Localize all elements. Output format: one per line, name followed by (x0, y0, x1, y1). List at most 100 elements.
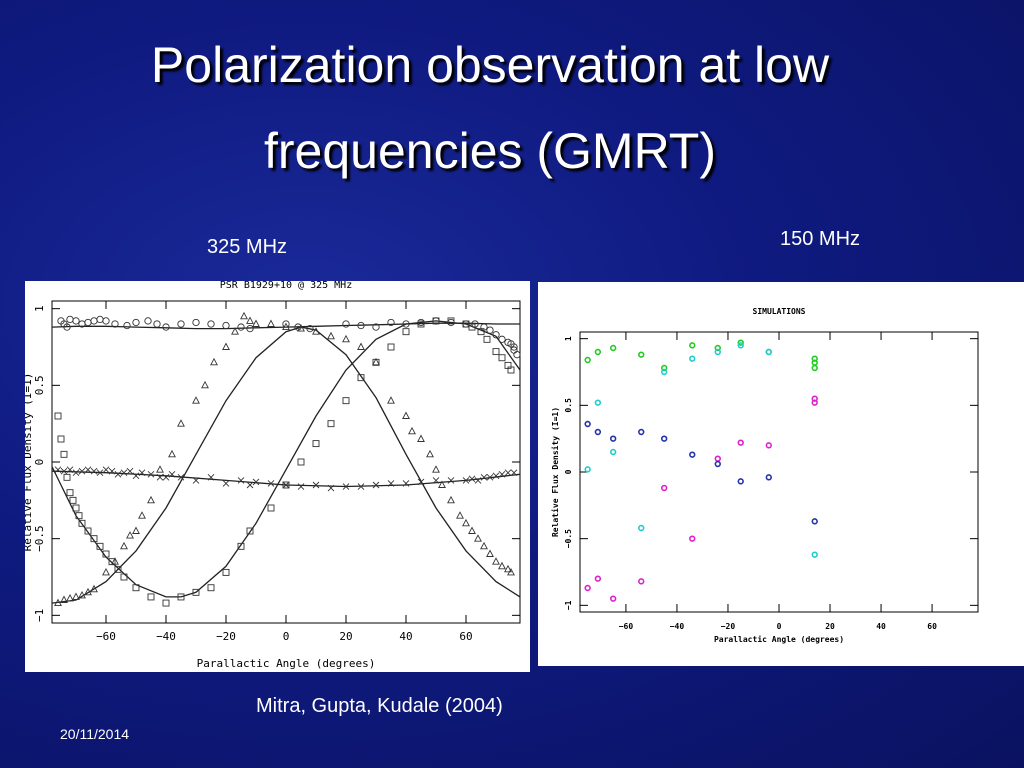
data-point (492, 557, 500, 565)
data-point (486, 326, 494, 334)
x-tick-label: 40 (399, 630, 412, 643)
data-point (132, 526, 140, 534)
data-point (168, 449, 176, 458)
y-axis-label: Relative Flux Density (I=1) (550, 407, 560, 537)
x-tick-label: 60 (459, 630, 472, 643)
data-point (252, 478, 260, 486)
data-point (138, 469, 146, 477)
data-point (177, 419, 185, 427)
data-point (402, 320, 410, 328)
data-point (177, 320, 185, 328)
data-point (486, 474, 494, 481)
data-point (84, 318, 92, 327)
plot-panel-325mhz: PSR B1929+10 @ 325 MHz −60 −40 −20 0 20 40 60 −1… (25, 281, 530, 672)
data-point (168, 470, 176, 478)
data-point (60, 467, 68, 475)
data-point (126, 531, 134, 539)
data-point (510, 343, 518, 351)
data-point (192, 588, 200, 596)
data-point (765, 348, 772, 356)
data-point (75, 512, 83, 520)
data-point (147, 495, 155, 504)
data-point (498, 561, 506, 570)
data-point (282, 481, 290, 489)
x-tick-label: −20 (721, 622, 736, 631)
data-point (267, 480, 275, 487)
data-point (162, 323, 170, 331)
data-point (737, 478, 744, 485)
data-point (372, 481, 380, 489)
y-tick-label: 0.5 (33, 375, 46, 395)
data-point (737, 339, 744, 346)
data-point (60, 450, 68, 458)
data-point (357, 374, 365, 382)
data-point (660, 435, 668, 442)
data-point (84, 527, 92, 535)
data-point (132, 584, 140, 592)
data-point (638, 578, 645, 585)
data-point (594, 575, 602, 582)
data-point (447, 495, 455, 504)
data-point (222, 321, 230, 330)
data-point (54, 466, 62, 473)
data-point (486, 549, 494, 557)
data-point (584, 356, 591, 364)
data-point (312, 440, 320, 448)
data-point (492, 348, 500, 356)
data-point (447, 477, 455, 484)
data-point (84, 466, 92, 473)
data-point (342, 397, 350, 405)
data-point (372, 323, 380, 331)
x-axis-label: Parallactic Angle (degrees) (197, 657, 376, 670)
x-tick-label: −60 (96, 630, 116, 643)
data-point (504, 564, 512, 573)
data-point (132, 472, 140, 480)
data-point (111, 320, 119, 328)
data-point (387, 343, 395, 351)
data-point (246, 481, 254, 489)
data-point (480, 541, 488, 550)
x-tick-label: 60 (927, 622, 937, 631)
data-point (483, 335, 491, 343)
data-point (90, 467, 98, 475)
fit-curve (51, 326, 521, 604)
data-point (811, 399, 818, 406)
data-point (609, 435, 617, 442)
data-point (153, 320, 161, 328)
data-point (237, 477, 245, 484)
data-point (123, 321, 131, 330)
data-point (584, 466, 591, 473)
plot-panel-simulations: SIMULATIONS −60 −40 −20 0 20 40 60 −1 −0.5 0 0.5 1 Pa… (538, 282, 1024, 666)
data-point (162, 474, 170, 481)
data-point (297, 324, 305, 332)
data-point (120, 573, 128, 581)
data-point (90, 584, 98, 593)
y-tick-label: −0.5 (33, 525, 46, 552)
x-tick-label: 0 (283, 630, 290, 643)
data-point (102, 466, 110, 473)
data-point (372, 357, 380, 366)
data-point (660, 368, 668, 376)
data-point (72, 504, 80, 512)
x-axis-label: Parallactic Angle (degrees) (714, 634, 844, 644)
data-point (306, 324, 314, 333)
label-325mhz: 325 MHz (207, 236, 288, 258)
y-tick-label: −0.5 (564, 529, 573, 548)
data-point (811, 551, 818, 558)
x-tick-label: −20 (216, 630, 236, 643)
data-point (462, 477, 470, 484)
data-point (102, 317, 110, 325)
data-point (66, 489, 74, 497)
y-tick-label: 0.5 (564, 398, 573, 413)
x-tick-label: 20 (825, 622, 835, 631)
plot-frame (51, 300, 521, 624)
data-point (57, 435, 65, 443)
data-point (689, 342, 696, 349)
data-point (66, 315, 74, 324)
data-point (96, 315, 104, 324)
chart-title: SIMULATIONS (753, 307, 806, 316)
data-point (492, 472, 500, 480)
data-point (267, 319, 275, 327)
data-point (426, 449, 434, 458)
data-point (507, 567, 515, 576)
